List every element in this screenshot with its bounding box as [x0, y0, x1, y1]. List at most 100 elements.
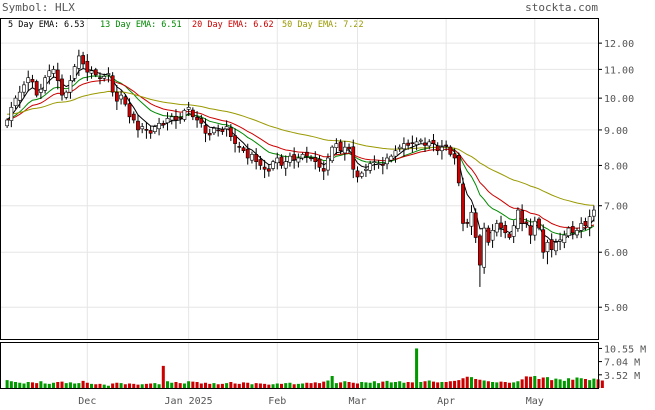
- candlesticks: [5, 49, 596, 287]
- volume-bar: [275, 383, 279, 388]
- candle-body: [452, 153, 457, 159]
- volume-bar: [241, 382, 246, 388]
- candle-body: [275, 157, 280, 164]
- candle-body: [385, 157, 389, 165]
- volume-bar: [448, 381, 452, 388]
- candle-body: [148, 130, 153, 134]
- candle-body: [224, 126, 229, 130]
- candle-body: [461, 183, 465, 224]
- volume-bar: [579, 378, 583, 388]
- volume-bar: [309, 383, 313, 388]
- date-axis-label: Feb: [268, 396, 286, 406]
- candle-body: [549, 239, 554, 251]
- volume-bar: [364, 382, 368, 388]
- volume-bar: [225, 383, 229, 388]
- candle-body: [532, 220, 537, 236]
- volume-bar: [524, 376, 528, 388]
- volume-bar: [343, 381, 347, 388]
- volume-bar: [60, 381, 64, 388]
- volume-bar: [516, 381, 520, 388]
- volume-bar: [187, 381, 191, 388]
- candle-body: [55, 69, 60, 81]
- candle-body: [60, 78, 64, 96]
- volume-bar: [469, 377, 473, 388]
- volume-bar: [149, 383, 153, 388]
- candle-body: [566, 227, 571, 236]
- volume-bar: [216, 384, 220, 388]
- candle-body: [448, 146, 453, 155]
- candle-body: [368, 163, 373, 171]
- candle-body: [216, 129, 221, 132]
- volume-bar: [457, 380, 461, 388]
- volume-bar: [115, 382, 119, 388]
- volume-bar: [174, 382, 178, 388]
- candle-body: [136, 120, 140, 131]
- volume-bar: [533, 376, 537, 388]
- volume-bar: [106, 385, 110, 388]
- candle-body: [34, 81, 39, 96]
- volume-bar: [68, 382, 72, 388]
- volume-bar: [368, 382, 372, 388]
- candle-body: [402, 143, 406, 150]
- volume-bar: [406, 382, 410, 388]
- date-axis-labels: Dec Jan 2025 Feb Mar Apr May: [78, 396, 544, 407]
- candle-body: [397, 146, 402, 149]
- price-tick-label: 8.00: [604, 161, 628, 172]
- site-label: stockta.com: [525, 1, 598, 14]
- candle-body: [587, 216, 592, 228]
- volume-bar: [554, 378, 558, 388]
- volume-bar: [347, 382, 351, 388]
- candle-body: [473, 212, 478, 238]
- candle-body: [228, 127, 233, 137]
- candle-body: [380, 163, 385, 166]
- candle-body: [102, 76, 107, 79]
- volume-bar: [360, 382, 364, 388]
- volume-bar: [322, 381, 326, 388]
- volume-bar: [372, 381, 376, 388]
- volume-bar: [288, 382, 292, 388]
- candle-body: [414, 141, 419, 146]
- legend-value-3: 7.22: [343, 20, 363, 30]
- volume-bar: [600, 380, 604, 388]
- candle-body: [241, 147, 246, 152]
- legend-label-2: 20 Day EMA:: [192, 20, 248, 30]
- candle-body: [321, 168, 326, 172]
- volume-bar: [271, 384, 275, 388]
- candle-body: [465, 222, 470, 224]
- volume-bar: [284, 383, 288, 388]
- volume-bar: [90, 383, 94, 388]
- candle-body: [68, 80, 73, 93]
- volume-bar: [77, 383, 81, 388]
- volume-bar: [440, 382, 444, 388]
- price-tick-label: 7.00: [604, 202, 628, 213]
- candle-body: [583, 221, 588, 227]
- candle-body: [89, 70, 94, 74]
- volume-bar: [35, 383, 39, 388]
- candle-body: [300, 154, 305, 159]
- candle-body: [169, 116, 174, 121]
- candle-body: [64, 91, 69, 98]
- volume-bar: [136, 384, 140, 388]
- volume-bar: [377, 383, 381, 388]
- ema-50-line: [7, 90, 594, 206]
- volume-bar: [562, 380, 566, 388]
- candle-body: [537, 218, 541, 229]
- volume-bar: [512, 382, 516, 388]
- volume-bar: [98, 383, 102, 388]
- candle-body: [499, 222, 503, 229]
- candle-body: [292, 154, 297, 161]
- candle-body: [47, 70, 52, 77]
- candle-body: [570, 226, 575, 234]
- volume-bar: [263, 383, 267, 388]
- date-axis-label: Apr: [437, 396, 455, 406]
- volume-bar: [427, 380, 431, 388]
- volume-bar: [64, 383, 68, 388]
- candle-body: [317, 158, 322, 168]
- volume-bar: [111, 383, 115, 388]
- candle-body: [119, 94, 123, 100]
- price-axis-ticks: 12.00 11.00 10.00 9.00 8.00 7.00 6.00 5.00: [598, 39, 634, 314]
- candle-body: [131, 113, 136, 121]
- volume-bar: [9, 381, 13, 388]
- candle-body: [283, 161, 288, 169]
- volume-bar: [461, 378, 465, 388]
